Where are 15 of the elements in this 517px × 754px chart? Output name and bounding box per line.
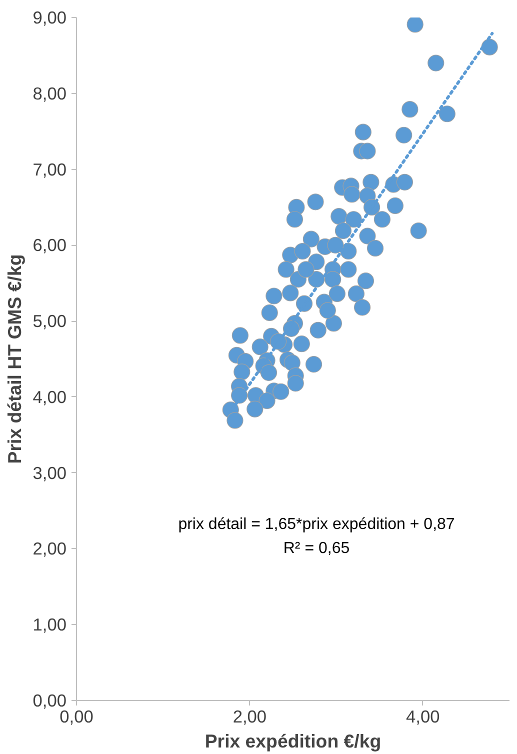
y-tick-label: 6,00	[32, 235, 67, 256]
annotation: R² = 0,65	[283, 540, 350, 557]
x-tick-label: 4,00	[406, 706, 440, 726]
y-tick-label: 8,00	[32, 83, 67, 104]
y-tick-label: 5,00	[32, 311, 67, 332]
y-tick-label: 1,00	[32, 614, 67, 635]
y-tick-label: 7,00	[32, 159, 67, 180]
x-tick-label: 2,00	[232, 706, 267, 726]
y-tick-label: 3,00	[32, 462, 67, 483]
x-axis-title: Prix expédition €/kg	[204, 730, 382, 752]
y-axis-title: Prix détail HT GMS €/kg	[4, 254, 25, 464]
annotation: prix détail = 1,65*prix expédition + 0,87	[178, 516, 455, 533]
y-tick-label: 9,00	[32, 8, 67, 28]
y-tick-label: 4,00	[32, 386, 67, 407]
y-tick-label: 2,00	[32, 538, 67, 559]
